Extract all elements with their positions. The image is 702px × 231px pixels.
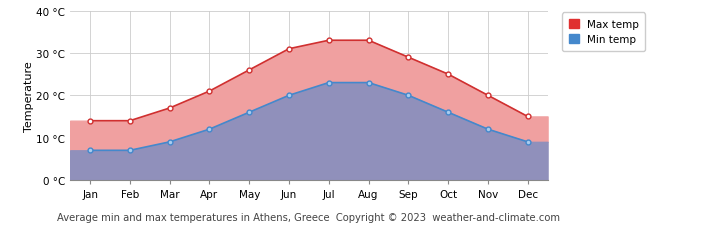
Text: Average min and max temperatures in Athens, Greece  Copyright © 2023  weather-an: Average min and max temperatures in Athe… (58, 212, 560, 222)
Y-axis label: Temperature: Temperature (24, 61, 34, 131)
Legend: Max temp, Min temp: Max temp, Min temp (562, 13, 645, 51)
